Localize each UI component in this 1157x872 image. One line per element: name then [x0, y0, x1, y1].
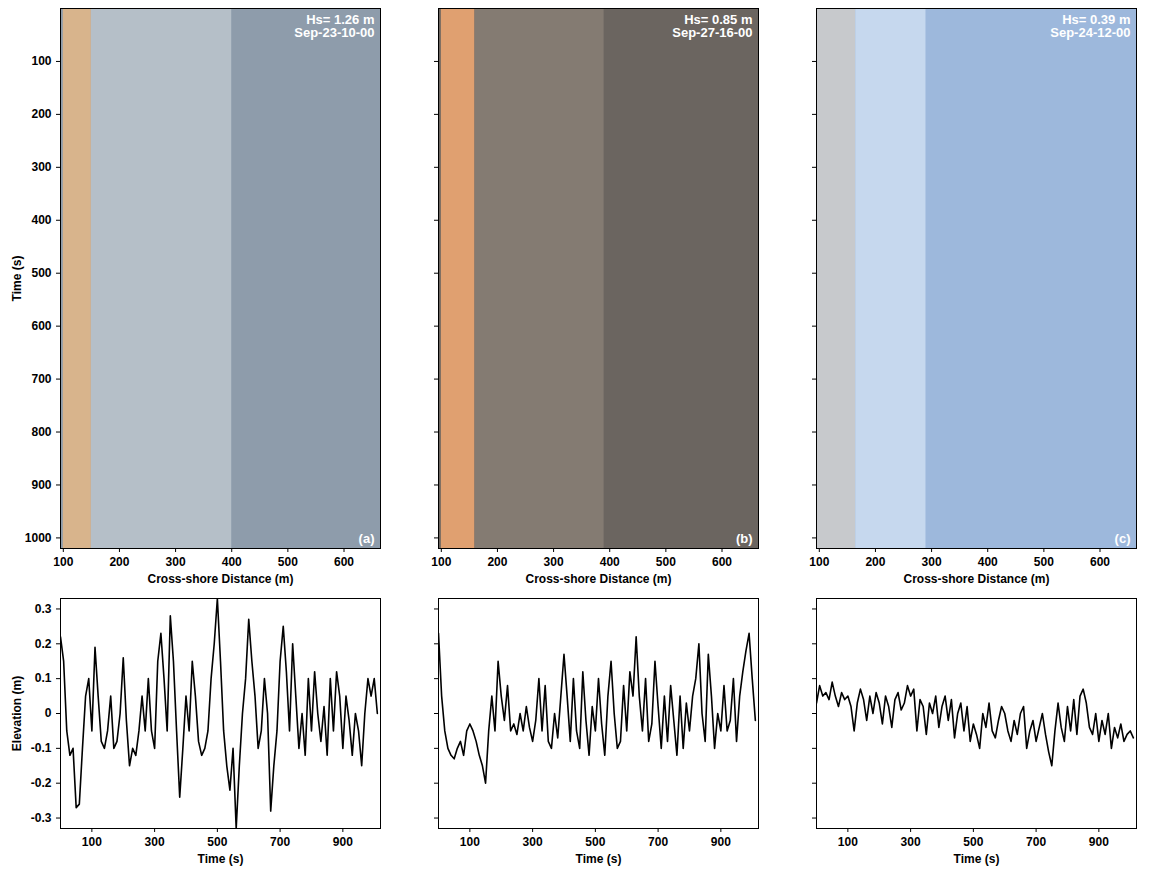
svg-text:500: 500 [1034, 555, 1054, 569]
svg-text:700: 700 [648, 835, 668, 849]
svg-text:Cross-shore Distance (m): Cross-shore Distance (m) [147, 572, 293, 586]
svg-text:0.1: 0.1 [35, 671, 52, 685]
svg-text:-0.2: -0.2 [31, 776, 52, 790]
svg-text:600: 600 [334, 555, 354, 569]
svg-text:0.2: 0.2 [35, 637, 52, 651]
svg-text:100: 100 [809, 555, 829, 569]
svg-text:500: 500 [585, 835, 605, 849]
svg-text:700: 700 [1026, 835, 1046, 849]
svg-text:500: 500 [278, 555, 298, 569]
svg-text:200: 200 [487, 555, 507, 569]
svg-text:0.3: 0.3 [35, 602, 52, 616]
svg-text:Cross-shore Distance (m): Cross-shore Distance (m) [903, 572, 1049, 586]
svg-text:100: 100 [838, 835, 858, 849]
svg-text:Cross-shore Distance (m): Cross-shore Distance (m) [525, 572, 671, 586]
svg-text:300: 300 [901, 835, 921, 849]
svg-text:100: 100 [431, 555, 451, 569]
svg-text:600: 600 [31, 319, 51, 333]
svg-text:600: 600 [712, 555, 732, 569]
svg-text:900: 900 [333, 835, 353, 849]
svg-text:Hs= 1.26 mSep-23-10-00: Hs= 1.26 mSep-23-10-00 [294, 12, 374, 40]
svg-text:1000: 1000 [25, 531, 52, 545]
svg-text:300: 300 [166, 555, 186, 569]
svg-text:300: 300 [544, 555, 564, 569]
svg-text:-0.1: -0.1 [31, 741, 52, 755]
svg-text:900: 900 [1089, 835, 1109, 849]
svg-text:Time (s): Time (s) [576, 852, 622, 866]
svg-text:400: 400 [600, 555, 620, 569]
svg-text:0: 0 [45, 706, 52, 720]
svg-text:100: 100 [53, 555, 73, 569]
svg-text:200: 200 [31, 107, 51, 121]
svg-text:300: 300 [523, 835, 543, 849]
svg-text:Time (s): Time (s) [10, 256, 24, 302]
svg-text:100: 100 [460, 835, 480, 849]
svg-text:100: 100 [31, 54, 51, 68]
svg-text:400: 400 [978, 555, 998, 569]
svg-text:Elevation (m): Elevation (m) [10, 676, 24, 751]
svg-text:700: 700 [31, 372, 51, 386]
svg-text:900: 900 [31, 478, 51, 492]
svg-text:400: 400 [222, 555, 242, 569]
svg-text:800: 800 [31, 425, 51, 439]
svg-text:300: 300 [145, 835, 165, 849]
svg-text:500: 500 [963, 835, 983, 849]
svg-text:100: 100 [82, 835, 102, 849]
svg-text:500: 500 [207, 835, 227, 849]
svg-text:(b): (b) [736, 531, 753, 546]
svg-text:400: 400 [31, 213, 51, 227]
svg-text:(c): (c) [1115, 531, 1131, 546]
svg-text:500: 500 [656, 555, 676, 569]
svg-text:-0.3: -0.3 [31, 811, 52, 825]
svg-text:700: 700 [270, 835, 290, 849]
svg-text:Hs= 0.85 mSep-27-16-00: Hs= 0.85 mSep-27-16-00 [672, 12, 752, 40]
svg-text:Hs= 0.39 mSep-24-12-00: Hs= 0.39 mSep-24-12-00 [1050, 12, 1130, 40]
svg-text:600: 600 [1090, 555, 1110, 569]
svg-text:300: 300 [31, 160, 51, 174]
svg-text:Time (s): Time (s) [198, 852, 244, 866]
svg-text:200: 200 [865, 555, 885, 569]
svg-text:Time (s): Time (s) [954, 852, 1000, 866]
svg-text:(a): (a) [359, 531, 375, 546]
svg-text:500: 500 [31, 266, 51, 280]
svg-text:300: 300 [922, 555, 942, 569]
svg-text:200: 200 [109, 555, 129, 569]
svg-text:900: 900 [711, 835, 731, 849]
